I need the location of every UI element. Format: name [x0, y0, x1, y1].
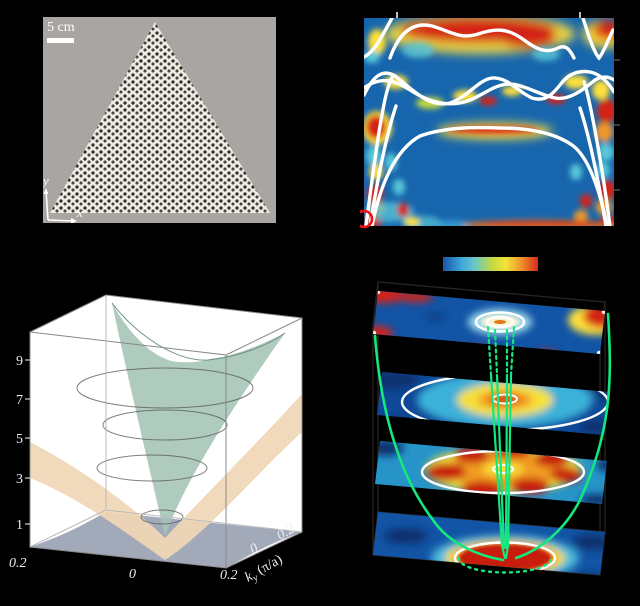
kx-tick-labels: 0.2 0 0.2 — [9, 556, 238, 583]
panel-d-slice-stack — [360, 250, 630, 590]
kx-tick: 0 — [129, 567, 136, 582]
inner-dashed-segments — [486, 325, 516, 377]
slice-stack-plot — [372, 281, 612, 576]
scale-bar-label: 5 cm — [47, 20, 75, 35]
surface-plot: 9 7 5 3 1 0.2 0 0.2 0 0.2 ky (π/a) — [9, 294, 303, 585]
panel-a-sample-photo: 5 cm y x — [43, 17, 276, 223]
top-axis-ticks — [396, 12, 581, 18]
dispersion-map — [354, 12, 620, 229]
freq-tick: 1 — [16, 518, 23, 533]
panel-b-dispersion-heatmap — [354, 10, 622, 238]
right-axis-ticks — [614, 59, 620, 191]
slice-4 — [373, 512, 605, 575]
band-curves — [364, 18, 614, 226]
axis-arrow-lines — [43, 188, 77, 223]
axes-arrows: y x — [43, 173, 83, 223]
freq-tick: 5 — [16, 432, 23, 447]
kx-tick: 0.2 — [9, 556, 27, 571]
x-axis-label: x — [76, 205, 83, 220]
freq-tick: 3 — [16, 472, 23, 487]
scale-bar — [47, 38, 74, 43]
panel-c-3d-band-surfaces: 9 7 5 3 1 0.2 0 0.2 0 0.2 ky (π/a) — [8, 282, 320, 601]
box-frame — [29, 294, 303, 569]
contour-rings — [76, 367, 254, 525]
freq-tick-labels: 9 7 5 3 1 — [16, 354, 23, 533]
inner-solid-lines — [489, 373, 513, 560]
outer-left-curve — [373, 334, 505, 562]
cone-rim — [111, 302, 286, 361]
freq-tick: 9 — [16, 354, 23, 369]
green-guide-curves — [373, 312, 612, 574]
green-dotted-arc — [457, 556, 553, 574]
upper-cone-surface — [112, 303, 285, 537]
freq-tick: 7 — [16, 393, 23, 408]
freq-tick-marks — [25, 359, 31, 525]
lower-cone-surface — [30, 394, 302, 560]
center-double-ring — [474, 311, 526, 333]
center-ring — [492, 464, 514, 474]
outer-right-curve — [514, 312, 612, 560]
jet-colorbar — [443, 257, 538, 271]
kx-tick: 0.2 — [220, 568, 238, 583]
y-axis-label: y — [43, 173, 49, 188]
slice-1 — [373, 291, 605, 354]
